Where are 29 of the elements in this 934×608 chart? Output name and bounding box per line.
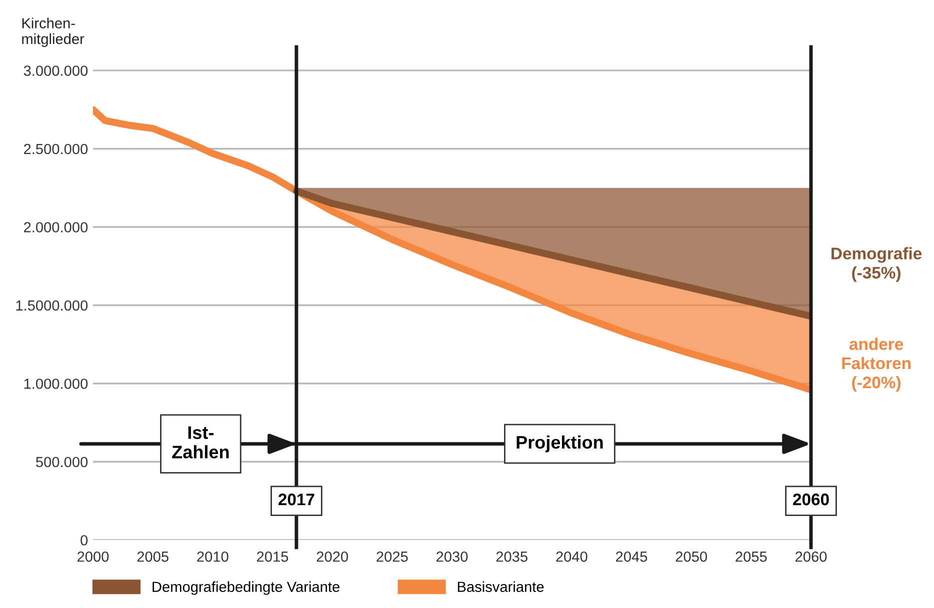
x-tick-label: 2050 (676, 551, 707, 562)
annotation: Demografie (-35%) (832, 247, 922, 282)
x-tick-label: 2035 (496, 551, 528, 562)
y-tick-label: 2.000.000 (24, 222, 88, 232)
legend-label: Basisvariante (458, 581, 544, 592)
x-tick-label: 2015 (257, 551, 288, 562)
annotation: andere Faktoren (-20%) (842, 338, 910, 392)
x-tick-label: 2045 (616, 551, 648, 562)
x-tick-label: 2000 (78, 551, 109, 562)
legend-label: Demografiebedingte Variante (152, 581, 340, 595)
x-tick-label: 2025 (376, 551, 408, 562)
x-tick-label: 2055 (736, 551, 767, 562)
y-axis-title: Kirchen- mitglieder (22, 18, 84, 47)
annotation: Projektion (516, 435, 603, 452)
y-tick-label: 500.000 (36, 456, 88, 468)
ref-line-label: 2017 (278, 494, 314, 506)
y-tick-label: 1.5000.000 (16, 300, 88, 311)
y-tick-label: 0 (80, 535, 88, 546)
x-tick-label: 2030 (436, 551, 468, 562)
x-tick-label: 2005 (137, 551, 168, 562)
ref-line-label: 2060 (793, 494, 829, 506)
annotation: Ist- Zahlen (172, 426, 229, 458)
y-tick-label: 2.500.000 (24, 144, 88, 154)
y-tick-label: 3.000.000 (24, 66, 88, 76)
x-tick-label: 2020 (316, 551, 348, 562)
x-tick-label: 2040 (556, 551, 588, 562)
x-tick-label: 2060 (796, 551, 827, 562)
x-tick-label: 2010 (197, 551, 228, 562)
y-tick-label: 1.000.000 (24, 378, 88, 389)
